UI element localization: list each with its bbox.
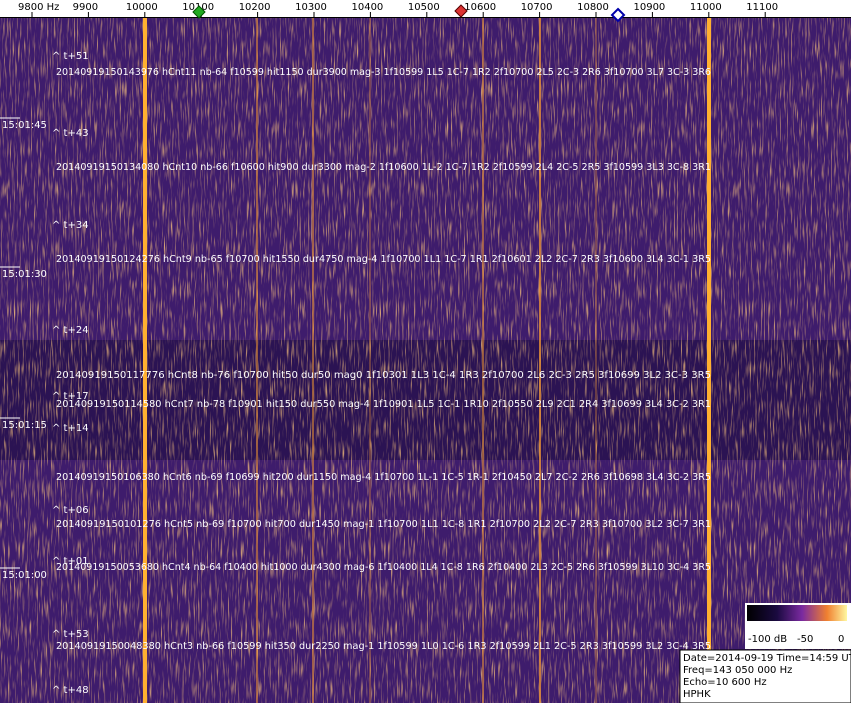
tick-label: 10800 [577, 2, 609, 13]
time-label: 15:01:00 [2, 570, 47, 581]
time-labels: 15:01:45 15:01:30 15:01:15 15:01:00 [0, 117, 47, 581]
marker-red[interactable] [454, 4, 468, 18]
event-marker: ^ t+34 [52, 220, 89, 231]
event-marker: ^ t+48 [52, 685, 89, 696]
tick-label: 10700 [521, 2, 553, 13]
event-marker: ^ t+24 [52, 325, 89, 336]
tick-label: 9900 [73, 2, 98, 13]
tick-label: 10000 [126, 2, 158, 13]
event-marker: ^ t+14 [52, 423, 89, 434]
time-label: 15:01:15 [2, 420, 47, 431]
tick-label: 10300 [295, 2, 327, 13]
event-marker: ^ t+43 [52, 128, 89, 139]
tick-label: 10500 [408, 2, 440, 13]
event-marker: ^ t+17 [52, 391, 89, 402]
tick-label: 10400 [351, 2, 383, 13]
info-line: HPHK [683, 689, 711, 700]
noise [0, 18, 851, 703]
event-text: 20140919150124276 hCnt9 nb-65 f10700 hit… [56, 254, 711, 265]
event-marker: ^ t+06 [52, 505, 89, 516]
tick-label: 11000 [690, 2, 722, 13]
event-text: 20140919150143976 hCnt11 nb-64 f10599 hi… [56, 67, 711, 78]
time-label: 15:01:30 [2, 269, 47, 280]
tick-label: 10200 [239, 2, 271, 13]
event-text: 20140919150101276 hCnt5 nb-69 f10700 hit… [56, 519, 711, 530]
event-text: 20140919150106380 hCnt6 nb-69 f10699 hit… [56, 472, 711, 483]
colorbar-labels: -100 dB -50 0 [748, 634, 844, 645]
info-line: Freq=143 050 000 Hz [683, 665, 792, 676]
event-marker: ^ t+51 [52, 51, 89, 62]
event-text: 20140919150117776 hCnt8 nb-76 f10700 hit… [56, 370, 711, 381]
carriers [143, 18, 711, 703]
colorbar [747, 605, 847, 621]
marker-blue[interactable] [610, 7, 626, 23]
event-marker: ^ t+53 [52, 629, 89, 640]
marker-green[interactable] [192, 5, 206, 19]
colorbar-label: 0 [838, 634, 844, 645]
tick-label: 10600 [464, 2, 496, 13]
info-line: Date=2014-09-19 Time=14:59 UTC [683, 653, 851, 664]
event-marker: ^ t+01 [52, 556, 89, 567]
annotations: ^ t+51 20140919150143976 hCnt11 nb-64 f10… [52, 51, 711, 696]
colorbar-label: -100 dB [748, 634, 787, 645]
tick-label: 9800 Hz [18, 2, 59, 13]
event-text: 20140919150134080 hCnt10 nb-66 f10600 hi… [56, 162, 711, 173]
info-box [679, 649, 851, 704]
event-text: 20140919150048380 hCnt3 nb-66 f10599 hit… [56, 641, 711, 652]
freq-axis [0, 0, 851, 18]
info-line: Echo=10 600 Hz [683, 677, 767, 688]
tick-label: 11100 [746, 2, 778, 13]
colorbar-label: -50 [797, 634, 813, 645]
event-text: 20140919150053680 hCnt4 nb-64 f10400 hit… [56, 562, 711, 573]
event-text: 20140919150114580 hCnt7 nb-78 f10901 hit… [56, 399, 711, 410]
time-label: 15:01:45 [2, 120, 47, 131]
tick-label: 10900 [633, 2, 665, 13]
